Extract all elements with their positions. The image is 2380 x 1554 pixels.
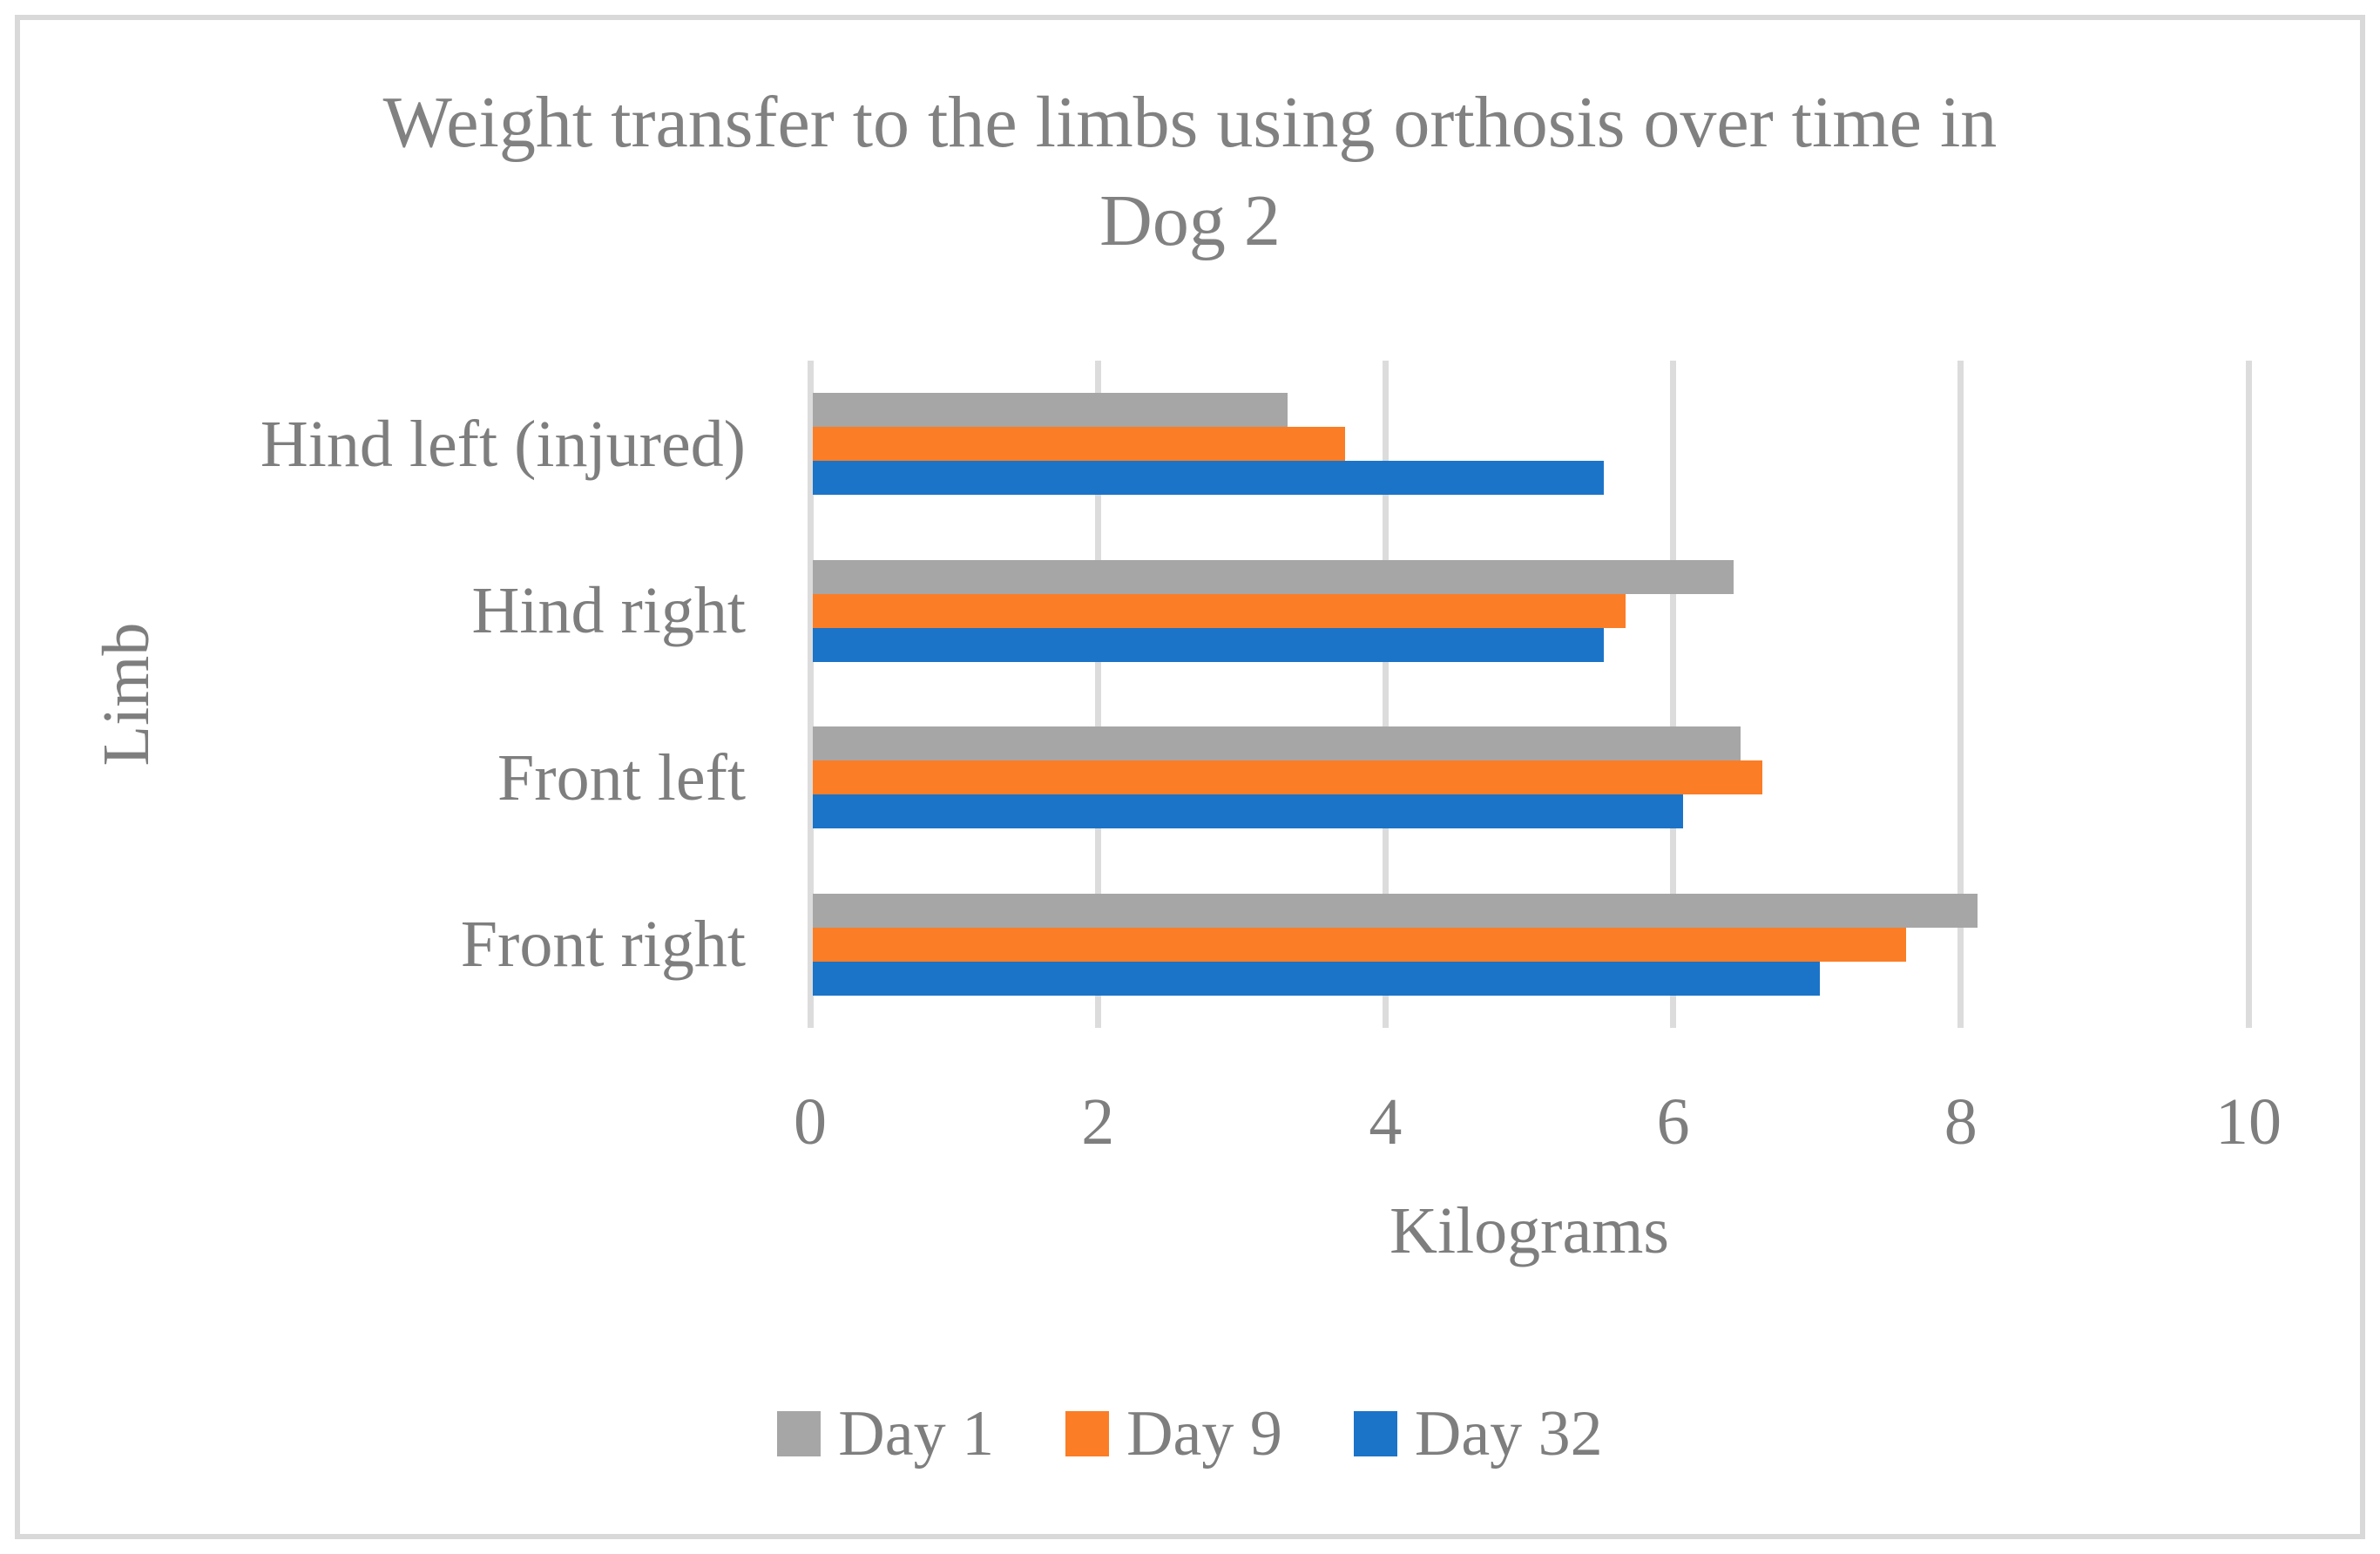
legend-label: Day 32 xyxy=(1414,1398,1603,1470)
gridline xyxy=(1670,361,1677,1028)
x-tick-label: 8 xyxy=(1944,1085,1978,1159)
bar-day1-front-right xyxy=(813,893,1978,928)
legend-swatch-icon xyxy=(1065,1411,1110,1456)
legend-item-day9: Day 9 xyxy=(1065,1395,1282,1473)
chart-title-line2: Dog 2 xyxy=(1099,180,1281,261)
category-label: Front right xyxy=(460,908,746,982)
legend-label: Day 1 xyxy=(838,1398,995,1470)
category-label: Front left xyxy=(497,740,746,814)
gridline xyxy=(1094,361,1101,1028)
category-label: Hind left (injured) xyxy=(260,407,746,481)
bar-day9-hind-left-injured- xyxy=(813,427,1345,462)
bar-day32-front-left xyxy=(813,794,1683,829)
value-axis-line xyxy=(807,361,814,1028)
x-tick-label: 0 xyxy=(794,1085,827,1159)
x-tick-label: 10 xyxy=(2215,1085,2282,1159)
bar-day1-hind-right xyxy=(813,559,1734,594)
chart-title: Weight transfer to the limbs using ortho… xyxy=(0,73,2380,270)
legend-item-day1: Day 1 xyxy=(777,1395,994,1473)
category-label: Hind right xyxy=(471,574,746,648)
x-axis-title: Kilograms xyxy=(1389,1194,1669,1267)
bar-day32-hind-right xyxy=(813,627,1605,662)
legend-swatch-icon xyxy=(777,1411,822,1456)
legend-item-day32: Day 32 xyxy=(1353,1395,1603,1473)
legend-label: Day 9 xyxy=(1126,1398,1282,1470)
x-tick-label: 6 xyxy=(1656,1085,1690,1159)
chart-title-line1: Weight transfer to the limbs using ortho… xyxy=(382,82,1998,163)
bar-day1-front-left xyxy=(813,726,1741,761)
legend: Day 1 Day 9 Day 32 xyxy=(0,1390,2380,1477)
gridline xyxy=(1382,361,1389,1028)
x-tick-label: 2 xyxy=(1081,1085,1115,1159)
bar-day9-front-right xyxy=(813,927,1906,962)
legend-swatch-icon xyxy=(1353,1411,1397,1456)
bar-day1-hind-left-injured- xyxy=(813,393,1288,428)
bar-day9-hind-right xyxy=(813,593,1626,628)
bar-day9-front-left xyxy=(813,760,1762,795)
gridline xyxy=(1957,361,1964,1028)
gridline xyxy=(2245,361,2252,1028)
bar-day32-front-right xyxy=(813,961,1820,996)
x-axis-title-wrap: Kilograms xyxy=(810,1192,2248,1270)
bar-day32-hind-left-injured- xyxy=(813,461,1605,496)
x-tick-label: 4 xyxy=(1369,1085,1403,1159)
